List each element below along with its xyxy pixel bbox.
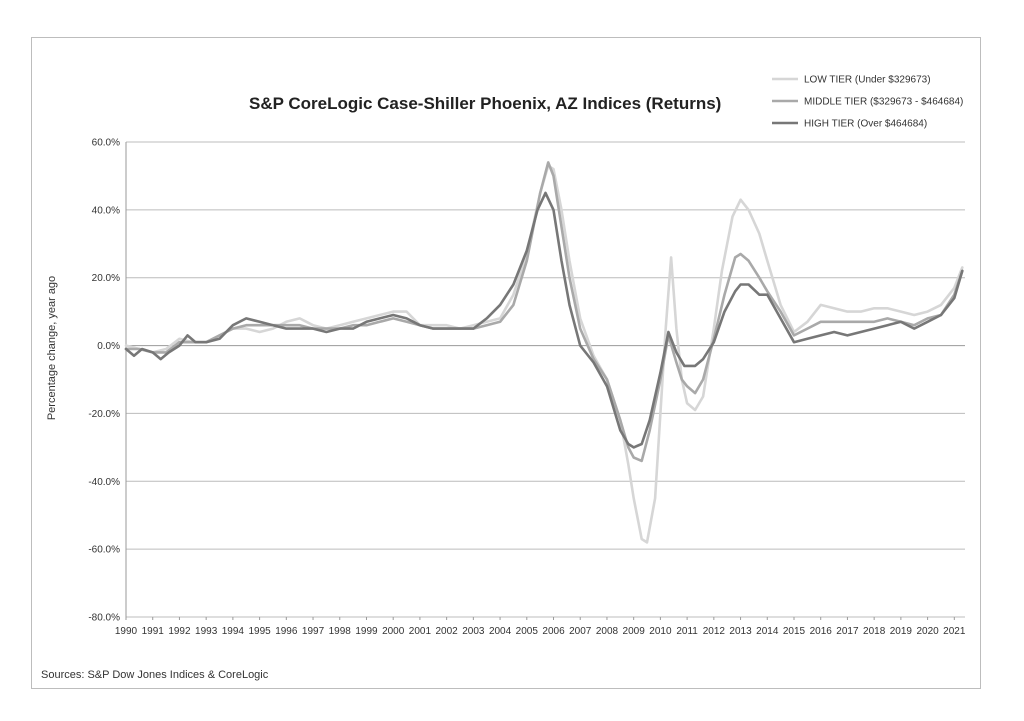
y-tick-label: 20.0% — [92, 273, 120, 284]
x-tick-label: 2011 — [676, 626, 698, 637]
series-line-high-tier — [124, 191, 964, 449]
x-tick-label: 2005 — [516, 626, 539, 637]
series-lines — [124, 161, 964, 544]
x-tick-label: 2009 — [623, 626, 646, 637]
x-tick-label: 1994 — [222, 626, 245, 637]
x-tick-label: 2007 — [569, 626, 592, 637]
x-tick-label: 1993 — [195, 626, 218, 637]
x-tick-label: 2000 — [382, 626, 405, 637]
x-tick-label: 2008 — [596, 626, 619, 637]
x-tick-label: 2012 — [703, 626, 726, 637]
x-tick-label: 2001 — [409, 626, 432, 637]
x-tick-label: 2003 — [462, 626, 485, 637]
line-chart: 60.0% 40.0% 20.0% 0.0% -20.0% -40.0% -60.0% -80… — [41, 75, 966, 682]
x-tick-label: 2019 — [890, 626, 913, 637]
legend-label: LOW TIER (Under $329673) — [804, 75, 931, 86]
x-tick-label: 1990 — [115, 626, 138, 637]
y-tick-label: -20.0% — [88, 409, 120, 420]
x-tick-label: 1996 — [275, 626, 298, 637]
axes: 60.0% 40.0% 20.0% 0.0% -20.0% -40.0% -60.0% -80… — [88, 138, 966, 638]
y-tick-label: 60.0% — [92, 138, 120, 149]
x-tick-label: 2013 — [729, 626, 752, 637]
x-tick-label: 1992 — [168, 626, 191, 637]
x-tick-label: 2021 — [943, 626, 966, 637]
x-tick-label: 2015 — [783, 626, 806, 637]
legend-label: HIGH TIER (Over $464684) — [804, 119, 927, 130]
x-tick-label: 2017 — [836, 626, 859, 637]
y-tick-label: -40.0% — [88, 477, 120, 488]
chart-frame: 60.0% 40.0% 20.0% 0.0% -20.0% -40.0% -60.0% -80… — [31, 37, 981, 689]
source-note: Sources: S&P Dow Jones Indices & CoreLog… — [41, 669, 269, 681]
x-tick-label: 2010 — [649, 626, 672, 637]
chart-title: S&P CoreLogic Case-Shiller Phoenix, AZ I… — [249, 94, 721, 113]
y-tick-label: 40.0% — [92, 205, 120, 216]
x-tick-label: 1998 — [329, 626, 352, 637]
legend: LOW TIER (Under $329673) MIDDLE TIER ($32… — [772, 75, 963, 130]
x-tick-label: 1997 — [302, 626, 325, 637]
series-line-middle-tier — [124, 161, 964, 463]
y-tick-label: 0.0% — [97, 341, 120, 352]
x-tick-label: 2018 — [863, 626, 886, 637]
y-axis-label: Percentage change, year ago — [46, 276, 58, 420]
x-tick-label: 2002 — [436, 626, 459, 637]
x-tick-label: 2016 — [810, 626, 833, 637]
grid-lines — [126, 141, 965, 618]
y-tick-label: -80.0% — [88, 613, 120, 624]
y-tick-label: -60.0% — [88, 545, 120, 556]
x-tick-label: 1995 — [248, 626, 271, 637]
series-line-low-tier — [124, 164, 964, 544]
x-tick-label: 1991 — [142, 626, 165, 637]
legend-label: MIDDLE TIER ($329673 - $464684) — [804, 97, 963, 108]
x-tick-label: 2004 — [489, 626, 512, 637]
x-tick-label: 2006 — [542, 626, 565, 637]
x-tick-label: 2014 — [756, 626, 779, 637]
x-tick-label: 2020 — [916, 626, 939, 637]
x-tick-label: 1999 — [355, 626, 378, 637]
